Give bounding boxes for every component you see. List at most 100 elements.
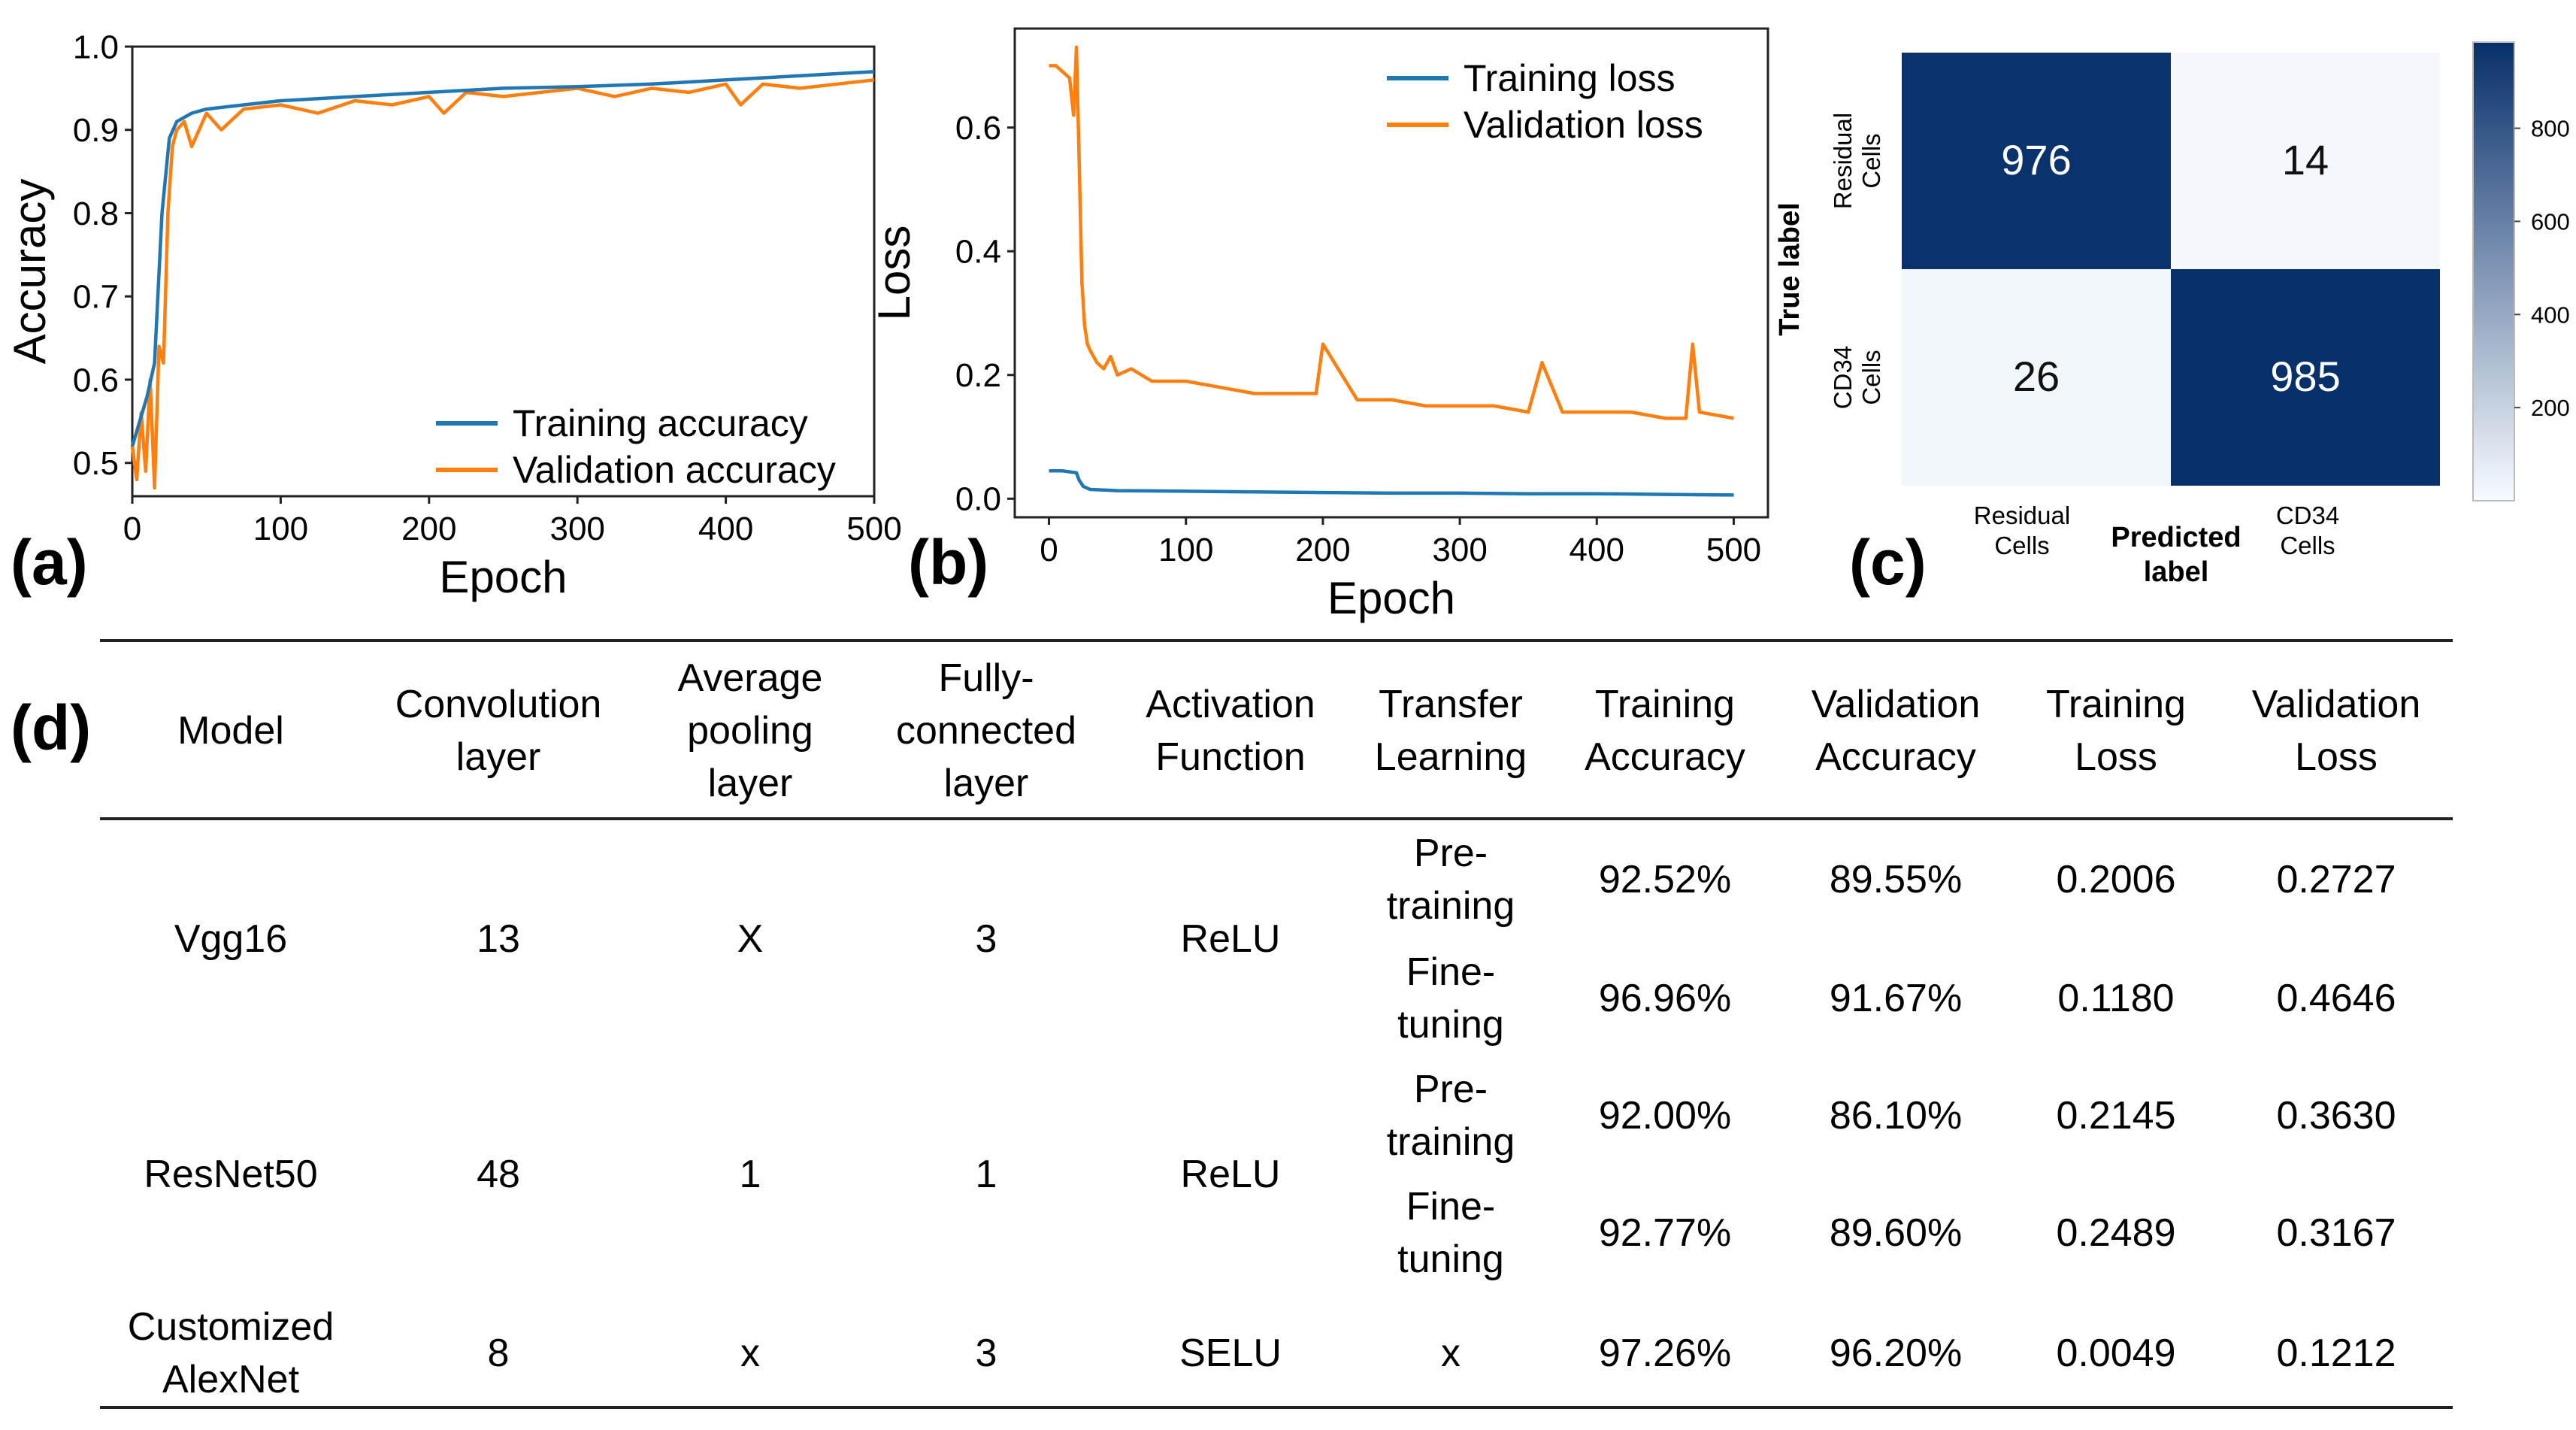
panel-label-d: (d)	[11, 692, 92, 763]
series-line-validation-loss	[1049, 45, 1734, 420]
table-header-cell: Fully-connected layer	[896, 656, 1076, 805]
pool-layer-cell: x	[740, 1332, 760, 1375]
conv-layer-cell: 8	[487, 1332, 510, 1375]
charts-canvas: 0 100 200 300 400 500 0.5 0.6 0.7 0.8 0.9 1.0 Epoch A…	[5, 27, 2570, 623]
chart-b: 0 100 200 300 400 500 0.0 0.2 0.4 0.6 Epoch Loss Tra…	[869, 27, 1769, 623]
table-header-cell: Convolution layer	[395, 683, 602, 779]
fc-layer-cell: 1	[975, 1153, 997, 1196]
table-header-rule	[100, 817, 2453, 820]
x-tick-label: 400	[698, 510, 753, 547]
conv-layer-cell: 13	[477, 917, 520, 961]
fc-layer-cell: 3	[975, 1332, 997, 1375]
table-header-cell: Activation Function	[1146, 683, 1315, 779]
validation-loss-cell: 0.2727	[2276, 858, 2396, 901]
y-tick-label: 0.8	[73, 195, 119, 232]
table-top-rule	[100, 639, 2453, 642]
heatmap-cell-value: 976	[2001, 136, 2071, 183]
x-tick-label: 200	[1295, 532, 1350, 568]
legend-label: Validation loss	[1464, 104, 1703, 146]
plot-frame	[131, 45, 876, 498]
plot-frame	[1013, 27, 1769, 519]
y-tick-label: 0.6	[73, 362, 119, 398]
x-tick-label: 100	[253, 510, 308, 547]
colorbar-tick-label: 200	[2531, 395, 2570, 421]
x-tick-label: 0	[1040, 532, 1058, 568]
validation-accuracy-cell: 96.20%	[1829, 1332, 1963, 1375]
table-header-cell: Training Accuracy	[1585, 683, 1745, 779]
activation-cell: ReLU	[1180, 1153, 1281, 1196]
legend-label: Validation accuracy	[513, 449, 836, 491]
activation-cell: SELU	[1179, 1332, 1282, 1375]
y-tick-label: 0.5	[73, 445, 119, 482]
x-axis-label: Predicted label	[2111, 522, 2241, 588]
col-label: CD34 Cells	[2276, 501, 2339, 559]
validation-accuracy-cell: 91.67%	[1829, 977, 1963, 1020]
table-header-cell: Transfer Learning	[1374, 683, 1527, 779]
training-loss-cell: 0.2145	[2056, 1094, 2176, 1138]
colorbar-tick-label: 800	[2531, 116, 2570, 142]
colorbar	[2472, 41, 2515, 501]
y-tick-label: 0.6	[955, 110, 1001, 147]
validation-loss-cell: 0.1212	[2276, 1332, 2396, 1375]
heatmap-cell	[2171, 269, 2440, 486]
validation-loss-cell: 0.3630	[2276, 1094, 2396, 1138]
training-accuracy-cell: 97.26%	[1598, 1332, 1732, 1375]
legend-label: Training loss	[1464, 57, 1675, 99]
chart-c: 976 14 26 985 ResidualCells CD34Cells True lab…	[1774, 41, 2570, 588]
y-tick-label: 0.7	[73, 279, 119, 316]
fc-layer-cell: 3	[975, 917, 997, 961]
series-line-training-loss	[1049, 469, 1734, 497]
x-tick-label: 0	[123, 510, 141, 547]
heatmap-cell	[1902, 269, 2171, 486]
training-accuracy-cell: 96.96%	[1598, 977, 1732, 1020]
y-tick-label: 0.4	[955, 234, 1001, 271]
table-bottom-rule	[100, 1406, 2453, 1409]
training-accuracy-cell: 92.00%	[1598, 1094, 1732, 1138]
x-axis-label: Epoch	[439, 552, 567, 602]
y-tick-label: 0.2	[955, 357, 1001, 394]
y-axis-label: True label	[1774, 202, 1806, 335]
training-loss-cell: 0.2006	[2056, 858, 2176, 901]
y-tick-label: 0.9	[73, 112, 119, 149]
x-tick-label: 300	[1432, 532, 1487, 568]
model-name-cell: Customized AlexNet	[127, 1305, 334, 1401]
validation-loss-cell: 0.4646	[2276, 977, 2396, 1020]
conv-layer-cell: 48	[477, 1153, 520, 1196]
x-tick-label: 500	[1706, 532, 1761, 568]
col-label: Residual Cells	[1974, 501, 2070, 559]
y-tick-label: 0.0	[955, 481, 1001, 518]
pool-layer-cell: X	[737, 917, 764, 961]
x-axis-label: Epoch	[1327, 573, 1455, 623]
y-axis-label: Loss	[869, 226, 919, 321]
y-axis-label: Accuracy	[5, 179, 55, 365]
heatmap-cell-value: 26	[2013, 353, 2060, 400]
series-line-validation-accuracy	[130, 78, 875, 490]
panel-label-a: (a)	[11, 527, 88, 598]
table-header-cell: Validation Loss	[2251, 683, 2421, 779]
heatmap-cell-value: 14	[2282, 136, 2329, 183]
series-line-training-accuracy	[130, 69, 875, 447]
model-name-cell: Vgg16	[174, 917, 288, 961]
validation-loss-cell: 0.3167	[2276, 1211, 2396, 1255]
x-tick-label: 400	[1570, 532, 1624, 568]
validation-accuracy-cell: 89.60%	[1829, 1211, 1963, 1255]
transfer-learning-cell: Pre-training	[1386, 1068, 1515, 1164]
x-tick-label: 200	[401, 510, 456, 547]
row-label: CD34Cells	[1829, 346, 1885, 409]
validation-accuracy-cell: 89.55%	[1829, 858, 1963, 901]
chart-a: 0 100 200 300 400 500 0.5 0.6 0.7 0.8 0.9 1.0 Epoch A…	[5, 29, 902, 602]
training-accuracy-cell: 92.77%	[1598, 1211, 1732, 1255]
panel-label-b: (b)	[908, 527, 989, 598]
transfer-learning-cell: Fine-tuning	[1397, 950, 1504, 1047]
table-header-cell: Average pooling layer	[677, 656, 823, 805]
pool-layer-cell: 1	[739, 1153, 761, 1196]
transfer-learning-cell: Pre-training	[1386, 832, 1515, 928]
table-header-cell: Training Loss	[2046, 683, 2186, 779]
heatmap-cell	[1902, 53, 2171, 269]
x-tick-label: 100	[1158, 532, 1213, 568]
heatmap-cell	[2171, 53, 2440, 269]
x-tick-label: 300	[549, 510, 604, 547]
validation-accuracy-cell: 86.10%	[1829, 1094, 1963, 1138]
training-loss-cell: 0.0049	[2056, 1332, 2176, 1375]
transfer-learning-cell: x	[1441, 1332, 1461, 1375]
